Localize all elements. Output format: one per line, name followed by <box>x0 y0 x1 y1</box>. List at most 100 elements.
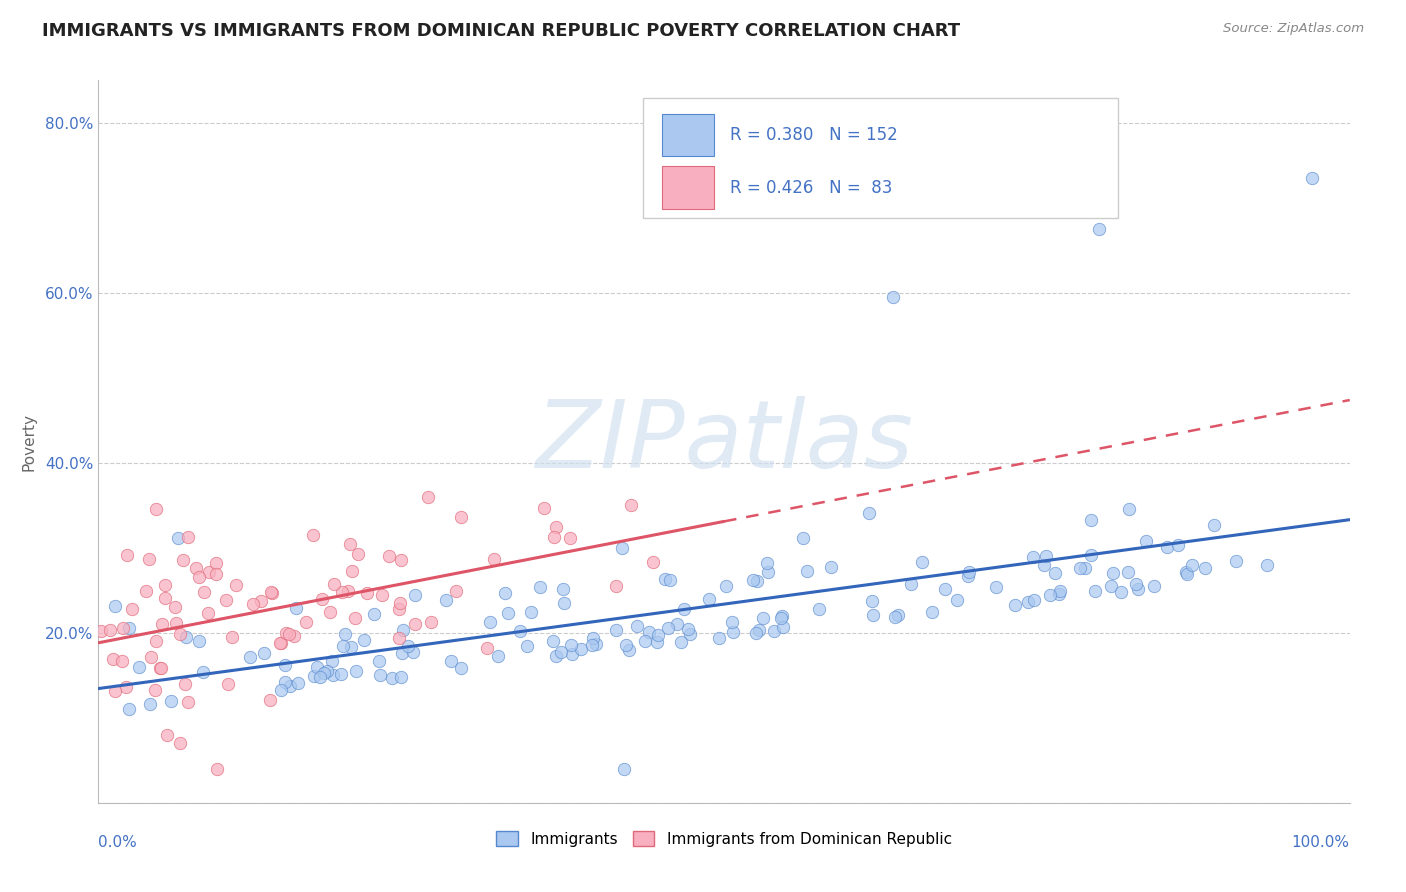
Point <box>205 557 228 571</box>
Point <box>654 572 676 586</box>
Point <box>319 605 342 619</box>
Point <box>416 490 439 504</box>
Point <box>346 548 368 562</box>
Point <box>177 530 200 544</box>
Point <box>287 676 309 690</box>
Point <box>250 594 273 608</box>
Point <box>259 692 281 706</box>
Point <box>312 666 335 681</box>
Point <box>1256 558 1278 573</box>
Point <box>139 698 162 712</box>
Point <box>156 728 179 742</box>
Point <box>921 606 943 620</box>
Point <box>546 520 568 534</box>
Point <box>496 607 519 621</box>
Point <box>336 584 359 599</box>
Point <box>439 655 461 669</box>
Point <box>128 660 150 674</box>
Point <box>308 670 330 684</box>
Point <box>541 634 564 648</box>
Point <box>645 635 668 649</box>
Point <box>641 555 664 569</box>
Point <box>169 736 191 750</box>
Y-axis label: Poverty: Poverty <box>21 412 37 471</box>
Legend: Immigrants, Immigrants from Dominican Republic: Immigrants, Immigrants from Dominican Re… <box>491 825 957 853</box>
Point <box>368 668 391 682</box>
Point <box>1074 561 1097 575</box>
Point <box>274 626 297 640</box>
Point <box>796 564 818 578</box>
Point <box>581 638 603 652</box>
Point <box>1004 598 1026 612</box>
Point <box>742 573 765 587</box>
Point <box>1069 561 1091 575</box>
Point <box>419 615 441 629</box>
Point <box>330 584 353 599</box>
Point <box>294 615 316 629</box>
Point <box>111 654 134 668</box>
Point <box>479 615 502 629</box>
Point <box>762 624 785 638</box>
Point <box>516 639 538 653</box>
Point <box>860 593 883 607</box>
Point <box>1167 538 1189 552</box>
Point <box>1032 558 1054 573</box>
Point <box>239 649 262 664</box>
Point <box>697 592 720 607</box>
Point <box>543 530 565 544</box>
Point <box>388 631 411 645</box>
Point <box>1125 577 1147 591</box>
Point <box>340 564 363 578</box>
Text: Source: ZipAtlas.com: Source: ZipAtlas.com <box>1223 22 1364 36</box>
Point <box>145 502 167 516</box>
Point <box>1047 586 1070 600</box>
Point <box>186 561 208 575</box>
Point <box>792 531 814 545</box>
Point <box>585 636 607 650</box>
Point <box>198 566 221 580</box>
Point <box>494 586 516 600</box>
Point <box>862 608 884 623</box>
Point <box>153 578 176 592</box>
Point <box>1022 550 1045 565</box>
Point <box>605 623 627 637</box>
Point <box>520 605 543 619</box>
Point <box>217 677 239 691</box>
Point <box>550 644 572 658</box>
Text: IMMIGRANTS VS IMMIGRANTS FROM DOMINICAN REPUBLIC POVERTY CORRELATION CHART: IMMIGRANTS VS IMMIGRANTS FROM DOMINICAN … <box>42 22 960 40</box>
Point <box>1174 565 1197 579</box>
Point <box>1181 558 1204 573</box>
Point <box>285 601 308 615</box>
Point <box>673 601 696 615</box>
Point <box>177 695 200 709</box>
Point <box>482 552 505 566</box>
Point <box>322 667 344 681</box>
Point <box>260 584 283 599</box>
Point <box>115 548 138 562</box>
Point <box>1088 222 1111 236</box>
Point <box>900 577 922 591</box>
Point <box>389 552 412 566</box>
Point <box>553 596 575 610</box>
Point <box>330 666 353 681</box>
Point <box>533 500 555 515</box>
Text: 100.0%: 100.0% <box>1292 835 1350 850</box>
Point <box>302 669 325 683</box>
Text: ZIPatlas: ZIPatlas <box>536 396 912 487</box>
Point <box>1109 585 1132 599</box>
Point <box>388 601 411 615</box>
Point <box>143 682 166 697</box>
Text: 0.0%: 0.0% <box>98 835 138 850</box>
Point <box>747 574 769 588</box>
Point <box>676 622 699 636</box>
Point <box>274 657 297 672</box>
Point <box>283 629 305 643</box>
Point <box>1049 583 1071 598</box>
Point <box>1225 554 1247 568</box>
Point <box>1135 533 1157 548</box>
Point <box>145 633 167 648</box>
Point <box>368 654 391 668</box>
Point <box>1175 566 1198 581</box>
Point <box>150 617 173 632</box>
Point <box>163 600 186 615</box>
